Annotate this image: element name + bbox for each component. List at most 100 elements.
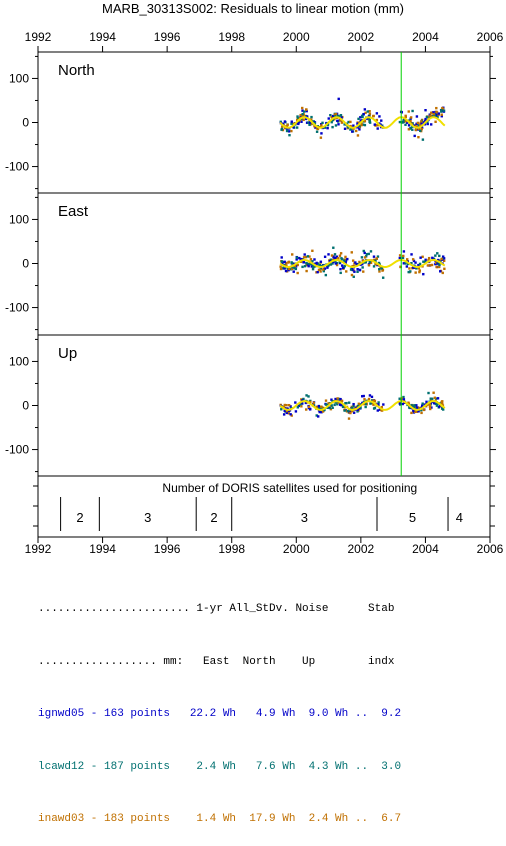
data-point (338, 403, 342, 406)
data-point (352, 275, 355, 278)
data-point (435, 404, 439, 407)
data-point (430, 406, 433, 409)
data-point (411, 128, 414, 131)
data-point (398, 254, 402, 257)
data-point (299, 403, 302, 406)
data-point (297, 404, 300, 408)
data-point (303, 264, 307, 268)
data-point (302, 261, 305, 264)
data-point (291, 262, 294, 265)
data-point (332, 255, 335, 258)
data-point (415, 404, 418, 407)
data-point (362, 112, 365, 116)
data-point (441, 271, 444, 275)
data-point (304, 401, 308, 405)
satellites-label: Number of DORIS satellites used for posi… (162, 481, 417, 495)
data-point (422, 408, 426, 412)
data-point (417, 263, 420, 267)
data-point (283, 267, 286, 270)
data-point (365, 252, 369, 256)
data-point (310, 265, 314, 268)
y-tick-label: -100 (5, 160, 29, 174)
data-point (368, 112, 372, 116)
data-point (283, 260, 286, 264)
data-point (349, 268, 353, 271)
data-point (289, 413, 292, 416)
figure-frame (37, 51, 491, 538)
data-point (414, 271, 417, 274)
data-point (349, 411, 352, 415)
data-point (299, 257, 302, 261)
data-point (440, 257, 443, 261)
data-point (308, 121, 312, 124)
data-point (429, 407, 432, 411)
data-point (319, 270, 322, 273)
data-point (372, 403, 375, 406)
data-point (367, 252, 370, 256)
data-point (337, 123, 340, 126)
data-point (363, 261, 366, 264)
data-point (343, 127, 347, 130)
data-point (417, 127, 421, 131)
data-point (356, 404, 360, 408)
y-tick-label: 0 (22, 257, 29, 271)
data-point (292, 125, 295, 129)
data-point (374, 259, 377, 262)
data-point (437, 112, 441, 115)
data-point (433, 396, 437, 399)
data-point (417, 124, 420, 127)
data-point (350, 251, 353, 254)
data-point (369, 402, 372, 405)
data-point (319, 260, 323, 263)
top-x-tick-label: 2006 (477, 30, 504, 44)
data-point (427, 391, 430, 395)
data-point (324, 273, 328, 277)
data-point (424, 117, 427, 121)
data-point (344, 255, 347, 259)
data-point (440, 110, 443, 113)
data-point (440, 400, 443, 404)
data-point (375, 257, 379, 260)
data-point (370, 395, 374, 399)
data-point (315, 261, 318, 265)
top-x-tick-label: 1992 (25, 30, 52, 44)
data-point (320, 405, 323, 408)
data-point (379, 267, 382, 270)
data-point (331, 262, 334, 265)
data-point (356, 270, 359, 273)
data-point (351, 268, 354, 272)
data-point (368, 120, 371, 123)
data-point (361, 115, 364, 119)
scatter-points-north (279, 97, 446, 141)
data-point (337, 401, 340, 404)
data-point (290, 267, 294, 271)
data-point (335, 255, 339, 258)
data-point (327, 253, 330, 256)
data-point (363, 251, 366, 255)
data-point (425, 400, 428, 404)
data-point (372, 265, 376, 268)
stats-row-lcawd12: lcawd12 - 187 points 2.4 Wh 7.6 Wh 4.3 W… (38, 760, 402, 773)
data-point (334, 112, 338, 116)
data-point (306, 255, 309, 258)
data-point (364, 111, 367, 114)
data-point (402, 395, 405, 399)
bottom-x-tick-label: 1994 (89, 542, 116, 556)
data-point (364, 405, 367, 409)
data-point (313, 258, 316, 261)
data-point (337, 257, 340, 260)
data-point (404, 262, 407, 265)
data-point (309, 400, 312, 404)
data-point (347, 120, 350, 124)
data-point (398, 256, 402, 260)
data-point (407, 124, 411, 127)
data-point (343, 409, 346, 412)
data-point (340, 258, 344, 261)
data-point (414, 128, 418, 132)
data-point (336, 114, 339, 118)
data-point (280, 127, 284, 131)
data-point (333, 113, 337, 116)
data-point (322, 269, 325, 273)
data-point (380, 405, 383, 409)
data-point (339, 397, 342, 401)
